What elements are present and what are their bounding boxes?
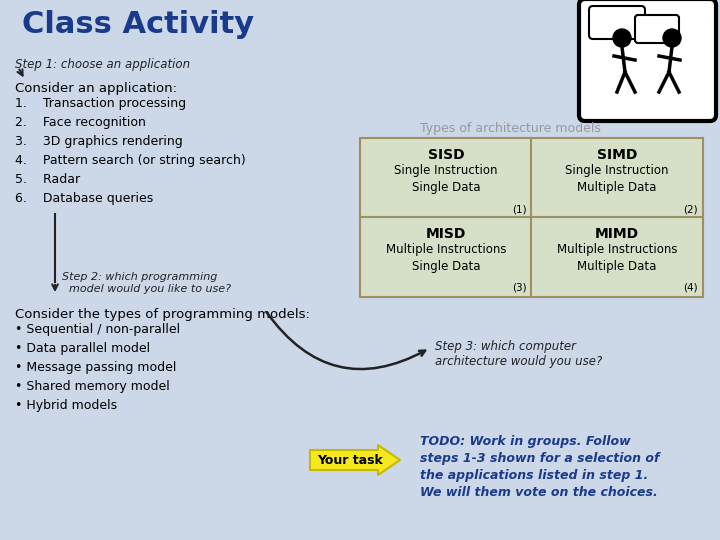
Text: Multiple Instructions
Single Data: Multiple Instructions Single Data [386, 243, 506, 273]
FancyBboxPatch shape [635, 15, 679, 43]
Text: MISD: MISD [426, 227, 466, 241]
FancyBboxPatch shape [360, 217, 532, 297]
Text: Single Instruction
Multiple Data: Single Instruction Multiple Data [565, 164, 669, 194]
Text: Multiple Instructions
Multiple Data: Multiple Instructions Multiple Data [557, 243, 678, 273]
Text: 6.    Database queries: 6. Database queries [15, 192, 153, 205]
Text: • Shared memory model: • Shared memory model [15, 380, 170, 393]
FancyBboxPatch shape [531, 138, 703, 218]
Text: 5.    Radar: 5. Radar [15, 173, 80, 186]
Text: • Sequential / non-parallel: • Sequential / non-parallel [15, 323, 180, 336]
Text: MIMD: MIMD [595, 227, 639, 241]
Text: • Data parallel model: • Data parallel model [15, 342, 150, 355]
Text: Consider the types of programming models:: Consider the types of programming models… [15, 308, 310, 321]
Text: Types of architecture models: Types of architecture models [420, 122, 600, 135]
Text: SIMD: SIMD [597, 148, 637, 162]
FancyBboxPatch shape [360, 138, 532, 218]
Text: (3): (3) [513, 283, 527, 293]
FancyBboxPatch shape [589, 6, 645, 39]
FancyBboxPatch shape [531, 217, 703, 297]
Polygon shape [310, 445, 400, 475]
Text: Your task: Your task [317, 455, 382, 468]
Text: Class Activity: Class Activity [22, 10, 254, 39]
Text: 4.    Pattern search (or string search): 4. Pattern search (or string search) [15, 154, 246, 167]
FancyBboxPatch shape [579, 0, 716, 121]
Text: • Hybrid models: • Hybrid models [15, 399, 117, 412]
Text: TODO: Work in groups. Follow
steps 1-3 shown for a selection of
the applications: TODO: Work in groups. Follow steps 1-3 s… [420, 435, 660, 499]
Text: 1.    Transaction processing: 1. Transaction processing [15, 97, 186, 110]
Text: Step 2: which programming
  model would you like to use?: Step 2: which programming model would yo… [62, 272, 231, 294]
Text: Consider an application:: Consider an application: [15, 82, 177, 95]
Text: (2): (2) [683, 204, 698, 214]
Text: SISD: SISD [428, 148, 464, 162]
Text: • Message passing model: • Message passing model [15, 361, 176, 374]
Circle shape [613, 29, 631, 47]
Text: 3.    3D graphics rendering: 3. 3D graphics rendering [15, 135, 183, 148]
Text: (1): (1) [513, 204, 527, 214]
Text: 2.    Face recognition: 2. Face recognition [15, 116, 146, 129]
Text: Single Instruction
Single Data: Single Instruction Single Data [395, 164, 498, 194]
Text: Step 3: which computer
architecture would you use?: Step 3: which computer architecture woul… [435, 340, 602, 368]
Text: (4): (4) [683, 283, 698, 293]
Circle shape [663, 29, 681, 47]
Text: Step 1: choose an application: Step 1: choose an application [15, 58, 190, 71]
